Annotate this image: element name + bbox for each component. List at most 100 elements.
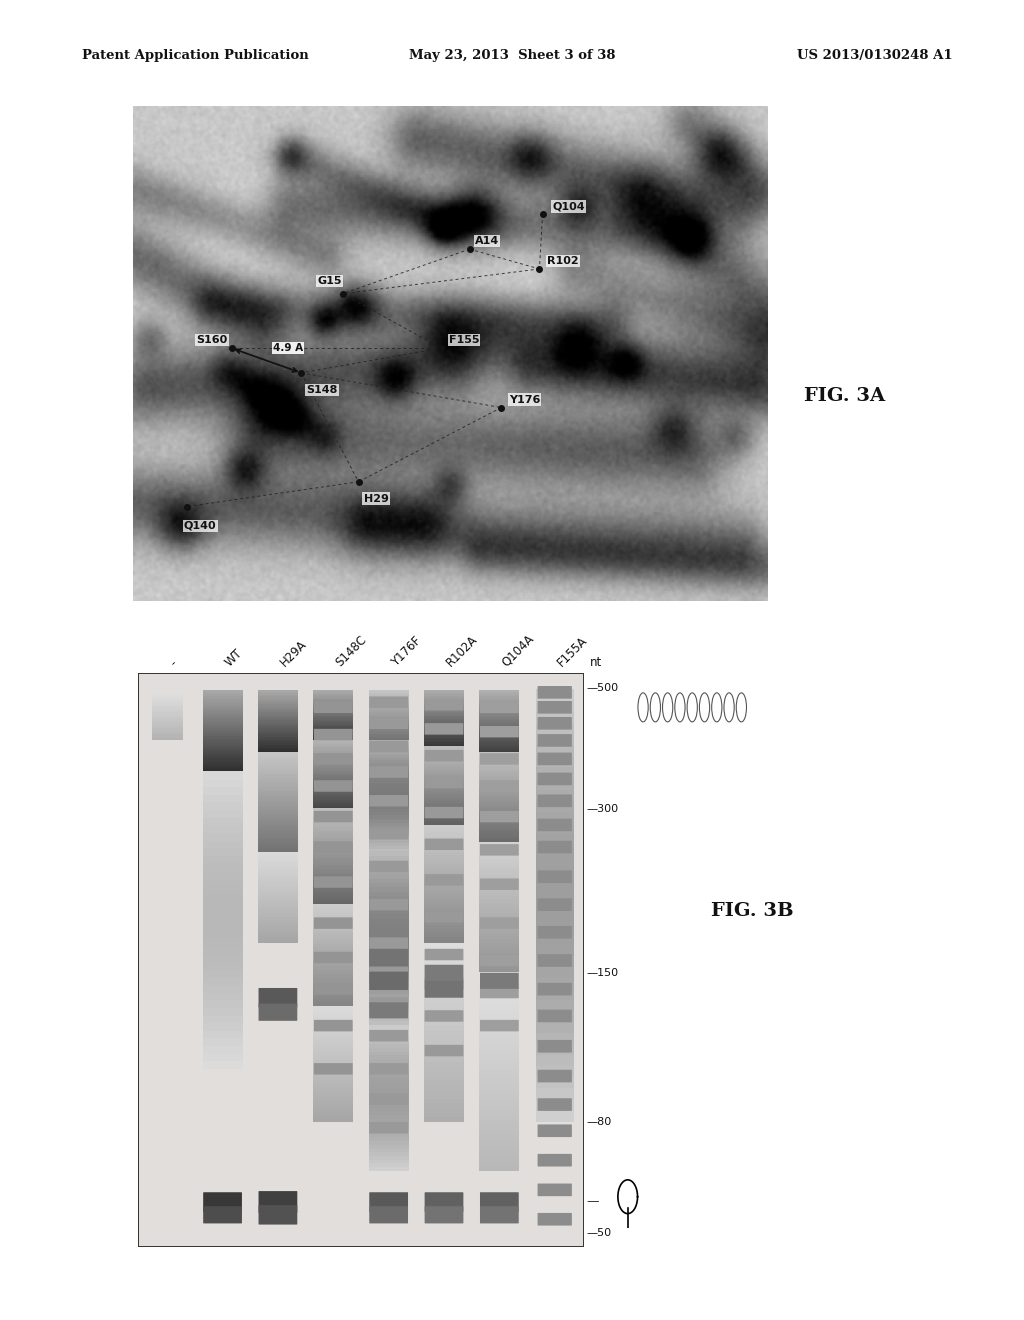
FancyBboxPatch shape [479, 1039, 519, 1044]
FancyBboxPatch shape [313, 962, 353, 965]
FancyBboxPatch shape [313, 941, 353, 944]
FancyBboxPatch shape [313, 1089, 353, 1092]
FancyBboxPatch shape [479, 784, 519, 787]
FancyBboxPatch shape [314, 810, 352, 822]
FancyBboxPatch shape [424, 837, 464, 840]
FancyBboxPatch shape [369, 766, 409, 770]
FancyBboxPatch shape [258, 698, 298, 700]
FancyBboxPatch shape [479, 722, 519, 723]
FancyBboxPatch shape [369, 711, 409, 713]
FancyBboxPatch shape [480, 810, 519, 822]
FancyBboxPatch shape [369, 708, 409, 709]
FancyBboxPatch shape [313, 763, 353, 764]
FancyBboxPatch shape [203, 721, 243, 723]
FancyBboxPatch shape [152, 723, 183, 725]
FancyBboxPatch shape [479, 706, 519, 708]
FancyBboxPatch shape [258, 841, 298, 843]
FancyBboxPatch shape [369, 1044, 409, 1048]
FancyBboxPatch shape [425, 1206, 464, 1224]
FancyBboxPatch shape [425, 750, 464, 762]
FancyBboxPatch shape [370, 741, 408, 752]
FancyBboxPatch shape [536, 977, 573, 989]
FancyBboxPatch shape [424, 1094, 464, 1098]
FancyBboxPatch shape [479, 1155, 519, 1160]
FancyBboxPatch shape [369, 932, 409, 936]
FancyBboxPatch shape [370, 899, 408, 911]
FancyBboxPatch shape [425, 981, 464, 998]
FancyBboxPatch shape [480, 726, 519, 738]
FancyBboxPatch shape [313, 709, 353, 710]
FancyBboxPatch shape [313, 873, 353, 875]
FancyBboxPatch shape [152, 738, 183, 739]
FancyBboxPatch shape [424, 989, 464, 994]
FancyBboxPatch shape [424, 1107, 464, 1113]
FancyBboxPatch shape [538, 1154, 571, 1167]
FancyBboxPatch shape [152, 697, 183, 698]
FancyBboxPatch shape [369, 755, 409, 758]
FancyBboxPatch shape [425, 723, 464, 735]
FancyBboxPatch shape [313, 768, 353, 770]
FancyBboxPatch shape [258, 906, 298, 908]
Text: Q140: Q140 [184, 521, 216, 531]
FancyBboxPatch shape [152, 727, 183, 729]
FancyBboxPatch shape [536, 777, 573, 789]
FancyBboxPatch shape [424, 764, 464, 767]
FancyBboxPatch shape [538, 772, 571, 785]
FancyBboxPatch shape [480, 987, 519, 998]
FancyBboxPatch shape [314, 952, 352, 964]
FancyBboxPatch shape [424, 1085, 464, 1089]
FancyBboxPatch shape [313, 1030, 353, 1034]
FancyBboxPatch shape [258, 829, 298, 832]
FancyBboxPatch shape [313, 735, 353, 737]
FancyBboxPatch shape [424, 916, 464, 919]
FancyBboxPatch shape [479, 714, 519, 715]
FancyBboxPatch shape [258, 813, 298, 816]
FancyBboxPatch shape [313, 738, 353, 739]
FancyBboxPatch shape [479, 1078, 519, 1085]
Text: Patent Application Publication: Patent Application Publication [82, 49, 308, 62]
FancyBboxPatch shape [258, 752, 298, 755]
FancyBboxPatch shape [370, 1063, 408, 1074]
FancyBboxPatch shape [369, 1036, 409, 1040]
FancyBboxPatch shape [424, 822, 464, 825]
FancyBboxPatch shape [369, 1104, 409, 1107]
Text: FIG. 3A: FIG. 3A [804, 387, 885, 405]
FancyBboxPatch shape [313, 838, 353, 841]
FancyBboxPatch shape [313, 731, 353, 733]
FancyBboxPatch shape [203, 840, 243, 849]
FancyBboxPatch shape [369, 741, 409, 743]
FancyBboxPatch shape [536, 899, 573, 911]
FancyBboxPatch shape [258, 924, 298, 927]
FancyBboxPatch shape [203, 702, 243, 705]
FancyBboxPatch shape [313, 1027, 353, 1031]
Text: 4.9 A: 4.9 A [272, 343, 303, 352]
FancyBboxPatch shape [479, 1140, 519, 1146]
FancyBboxPatch shape [479, 833, 519, 836]
FancyBboxPatch shape [536, 1020, 573, 1034]
FancyBboxPatch shape [479, 805, 519, 808]
FancyBboxPatch shape [479, 829, 519, 832]
FancyBboxPatch shape [424, 858, 464, 861]
FancyBboxPatch shape [480, 973, 519, 989]
FancyBboxPatch shape [313, 858, 353, 861]
FancyBboxPatch shape [313, 1022, 353, 1024]
FancyBboxPatch shape [538, 1098, 571, 1111]
FancyBboxPatch shape [369, 777, 409, 780]
FancyBboxPatch shape [313, 939, 353, 941]
FancyBboxPatch shape [369, 746, 409, 748]
FancyBboxPatch shape [369, 726, 409, 727]
FancyBboxPatch shape [203, 751, 243, 754]
FancyBboxPatch shape [203, 969, 243, 978]
FancyBboxPatch shape [479, 1043, 519, 1049]
FancyBboxPatch shape [313, 741, 353, 742]
FancyBboxPatch shape [424, 998, 464, 1003]
FancyBboxPatch shape [369, 840, 409, 843]
FancyBboxPatch shape [369, 874, 409, 879]
FancyBboxPatch shape [479, 808, 519, 810]
FancyBboxPatch shape [203, 731, 243, 734]
FancyBboxPatch shape [258, 891, 298, 894]
FancyBboxPatch shape [369, 1081, 409, 1085]
FancyBboxPatch shape [369, 998, 409, 1003]
FancyBboxPatch shape [424, 879, 464, 883]
FancyBboxPatch shape [203, 759, 243, 762]
